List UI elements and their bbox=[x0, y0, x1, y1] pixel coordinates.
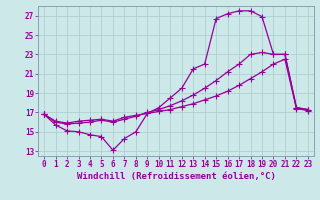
X-axis label: Windchill (Refroidissement éolien,°C): Windchill (Refroidissement éolien,°C) bbox=[76, 172, 276, 181]
